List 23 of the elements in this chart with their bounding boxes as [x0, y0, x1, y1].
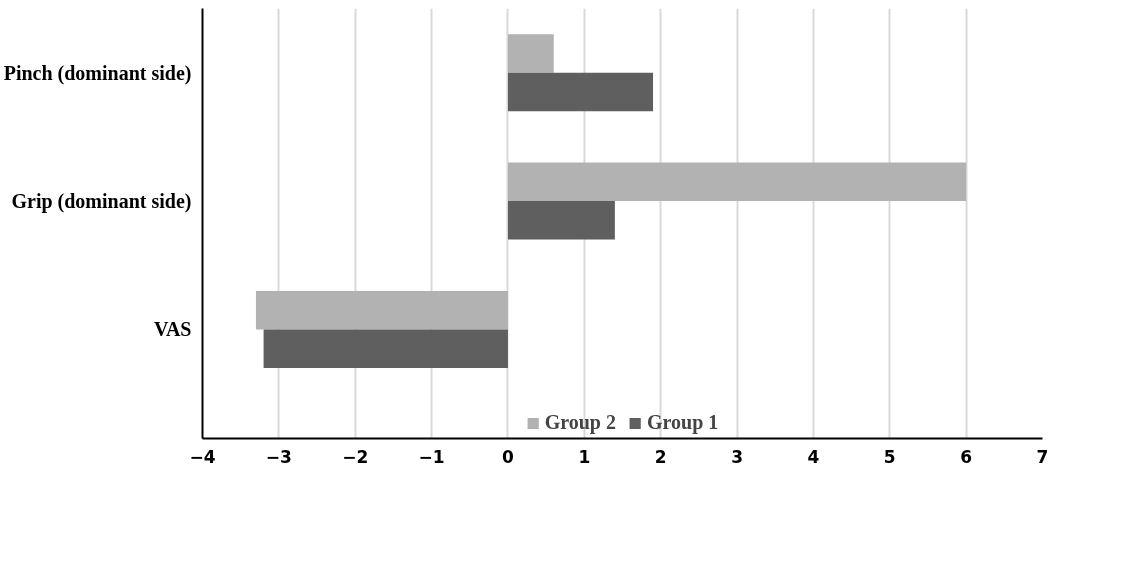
legend-label: Group 2 [544, 411, 616, 434]
x-tick-label: 3 [731, 446, 743, 467]
bar [507, 34, 554, 73]
x-tick-label: 1 [578, 446, 591, 467]
y-tick-label: Grip (dominant side) [11, 190, 192, 214]
x-tick-label: 0 [502, 446, 515, 467]
x-tick-label: −4 [189, 446, 216, 467]
x-tick-label: 4 [807, 446, 820, 467]
legend-label: Group 1 [647, 411, 719, 434]
x-tick-label: 6 [960, 446, 973, 467]
x-tick-label: 2 [654, 446, 667, 467]
bar [507, 72, 654, 112]
bar [507, 162, 967, 202]
bar [263, 329, 508, 368]
x-tick-label: 7 [1036, 446, 1049, 467]
x-tick-label: −1 [418, 446, 445, 467]
y-tick-label: VAS [154, 318, 192, 341]
x-tick-label: −3 [265, 446, 292, 467]
y-tick-label: Pinch (dominant side) [3, 61, 192, 85]
bar [255, 290, 508, 330]
x-tick-label: −2 [342, 446, 369, 467]
x-tick-label: 5 [883, 446, 896, 467]
bar [507, 201, 615, 240]
